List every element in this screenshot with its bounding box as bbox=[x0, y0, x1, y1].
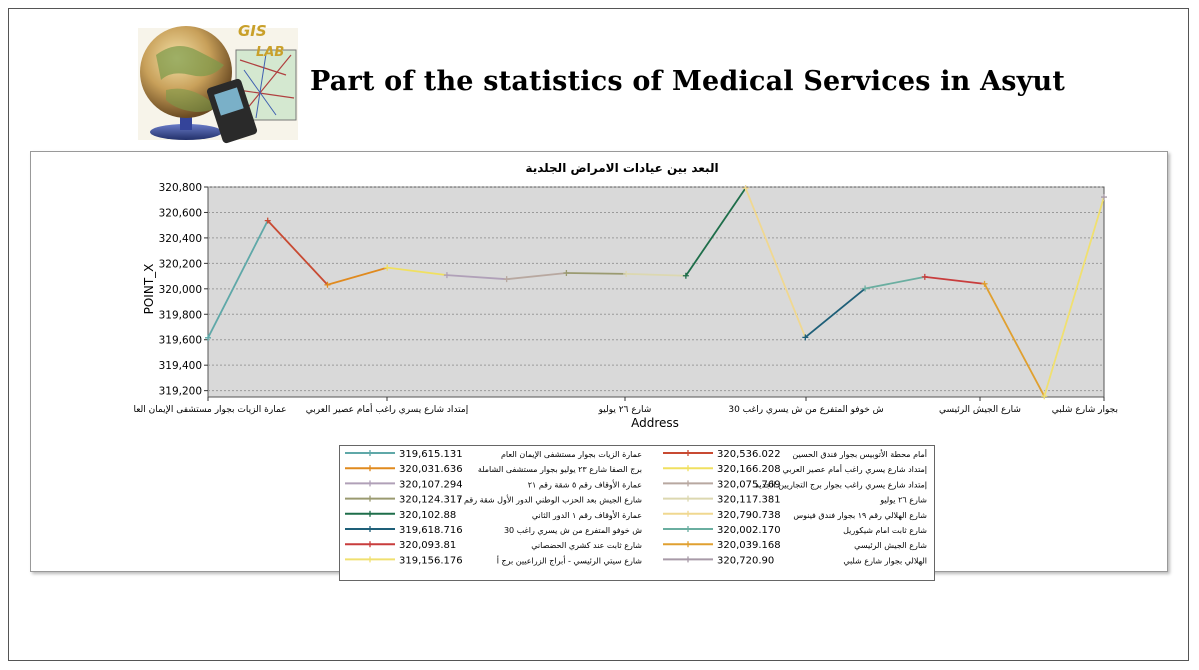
page-title: Part of the statistics of Medical Servic… bbox=[310, 66, 1066, 97]
chart-legend bbox=[339, 445, 935, 581]
globe-stand bbox=[150, 124, 222, 140]
logo-text-gis: GIS bbox=[238, 22, 267, 40]
page-frame bbox=[8, 8, 1189, 661]
logo-text-lab: LAB bbox=[256, 45, 284, 60]
gis-lab-logo: GIS LAB bbox=[138, 22, 298, 144]
